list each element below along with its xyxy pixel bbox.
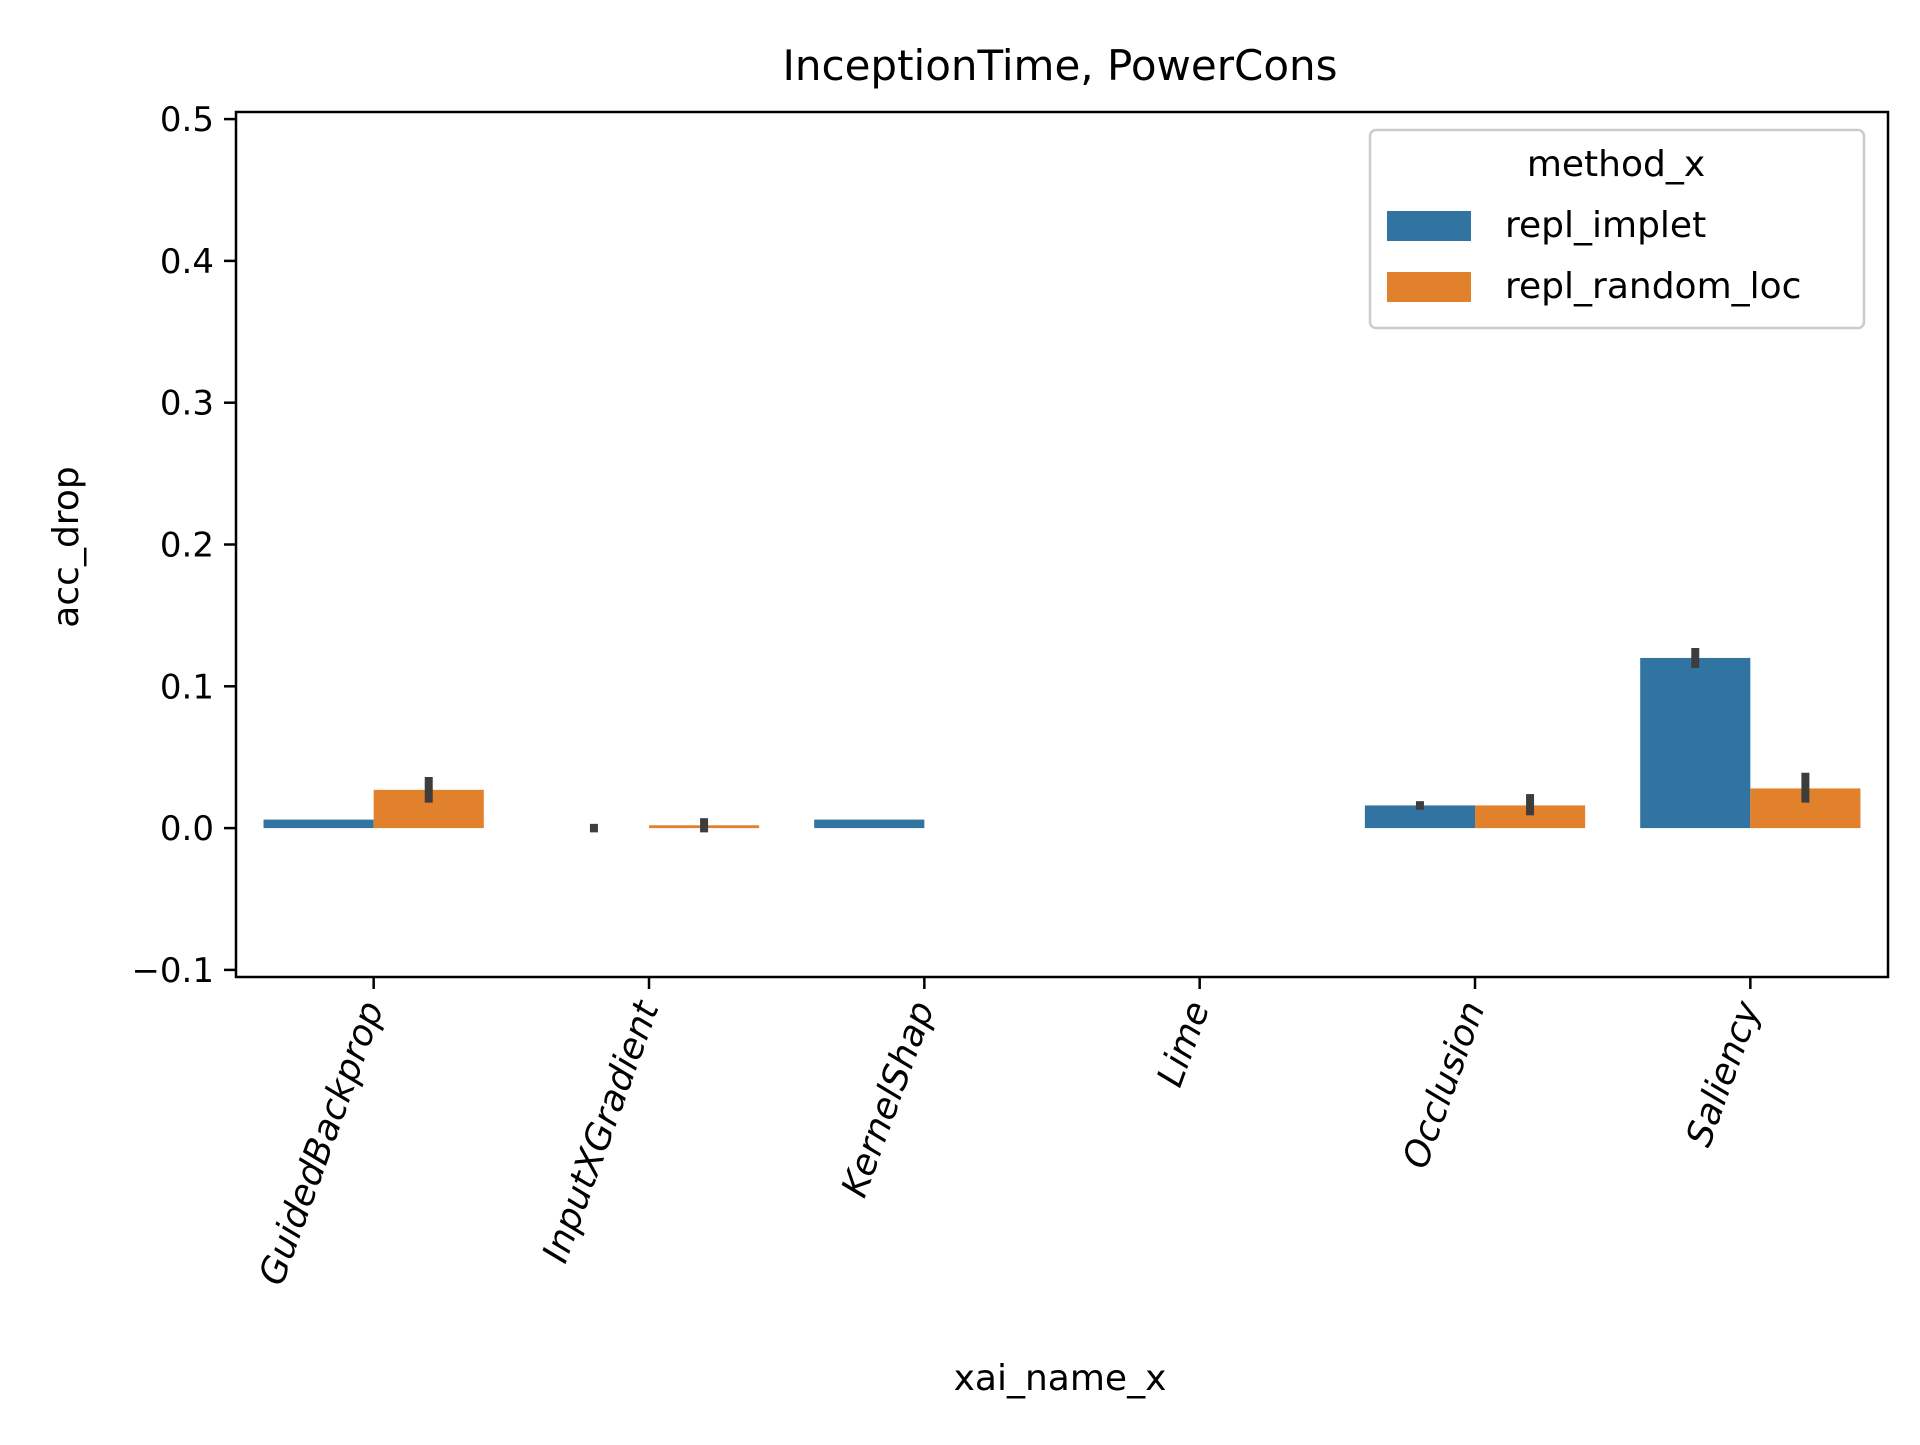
y-tick-label: 0.3	[160, 384, 214, 424]
bar-repl-implet-occlusion	[1364, 805, 1475, 829]
bar-repl-implet-guidedbackprop	[263, 819, 374, 829]
y-axis-label: acc_drop	[46, 466, 87, 627]
plot-area: −0.1 0.0 0.1 0.2 0.3 0.4 0.5 GuidedBackprop Inpu…	[131, 100, 1890, 1291]
x-tick-label-lime: Lime	[1150, 996, 1218, 1092]
bar-repl-random-loc-occlusion	[1475, 805, 1586, 829]
y-tick-label: −0.1	[131, 951, 214, 991]
x-tick-label-kernelshap: KernelShap	[834, 996, 943, 1202]
chart-title: InceptionTime, PowerCons	[782, 41, 1337, 90]
y-tick-label: 0.2	[160, 526, 214, 566]
legend-swatch-repl-implet	[1387, 211, 1471, 241]
y-tick-label: 0.4	[160, 242, 214, 282]
legend: method_x repl_implet repl_random_loc	[1368, 128, 1866, 330]
x-tick-label-guidedbackprop: GuidedBackprop	[252, 996, 393, 1291]
bar-repl-implet-saliency	[1640, 657, 1751, 829]
x-axis-label: xai_name_x	[954, 1358, 1167, 1399]
y-tick-label: 0.1	[160, 667, 214, 707]
legend-label-repl-random-loc: repl_random_loc	[1505, 266, 1801, 307]
bar-repl-implet-kernelshap	[814, 819, 925, 829]
y-tick-label: 0.0	[160, 809, 214, 849]
x-tick-label-saliency: Saliency	[1679, 995, 1769, 1152]
legend-swatch-repl-random-loc	[1387, 272, 1471, 302]
legend-label-repl-implet: repl_implet	[1505, 205, 1706, 246]
y-tick-label: 0.5	[160, 100, 214, 140]
legend-frame	[1368, 128, 1866, 330]
x-tick-label-occlusion: Occlusion	[1395, 996, 1493, 1174]
legend-title: method_x	[1527, 144, 1705, 185]
x-tick-label-inputxgradient: InputXGradient	[535, 994, 668, 1268]
